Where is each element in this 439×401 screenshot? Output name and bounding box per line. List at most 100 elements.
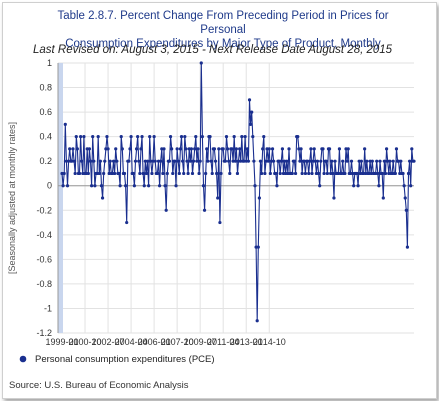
data-point <box>134 147 139 151</box>
data-point <box>159 159 163 163</box>
y-tick-label: 0.8 <box>39 83 52 93</box>
data-point <box>321 147 325 151</box>
data-point <box>91 135 95 139</box>
series-pce <box>60 61 416 323</box>
data-point <box>128 147 132 151</box>
data-point <box>250 110 254 114</box>
data-point <box>290 171 294 176</box>
data-point <box>318 184 322 188</box>
data-point <box>200 135 204 139</box>
data-point <box>120 147 124 151</box>
data-point <box>175 147 179 151</box>
data-point <box>104 147 108 151</box>
data-point <box>171 171 175 176</box>
data-point <box>185 159 189 163</box>
data-point <box>230 147 234 151</box>
x-tick-label: 2014-10 <box>253 337 286 347</box>
data-point <box>119 135 123 139</box>
data-point <box>244 159 248 163</box>
y-tick-label: 0.2 <box>39 156 52 166</box>
data-point <box>122 171 127 176</box>
y-tick-label: 0.6 <box>39 107 52 117</box>
data-point <box>365 159 369 163</box>
data-point <box>165 171 169 176</box>
data-point <box>178 147 183 151</box>
data-point <box>269 159 274 163</box>
data-point <box>253 184 257 188</box>
data-point <box>285 159 289 163</box>
chart-title-line-1: Table 2.8.7. Percent Change From Precedi… <box>57 10 389 36</box>
data-point <box>75 147 79 151</box>
data-point <box>208 135 212 139</box>
data-point <box>388 159 392 163</box>
data-point <box>299 147 303 151</box>
data-point <box>279 159 283 163</box>
data-point <box>249 122 253 126</box>
x-tick-label: 2006-01 <box>138 337 171 347</box>
data-point <box>129 135 133 139</box>
data-point <box>142 184 146 188</box>
data-point <box>287 147 291 151</box>
data-point <box>196 147 200 151</box>
data-point <box>233 159 237 163</box>
data-point <box>118 184 122 188</box>
data-point <box>145 159 150 163</box>
data-point <box>190 171 195 176</box>
data-point <box>217 147 221 151</box>
y-tick-label: 1 <box>47 58 52 68</box>
data-point <box>336 171 340 176</box>
data-point <box>284 171 288 176</box>
data-point <box>84 171 88 176</box>
data-point <box>292 159 297 163</box>
x-tick-label: 1999-01 <box>45 337 78 347</box>
data-point <box>352 184 356 188</box>
data-point <box>79 135 83 139</box>
data-point <box>140 135 144 139</box>
data-point <box>397 159 401 163</box>
data-point <box>102 171 106 176</box>
data-point <box>300 171 304 176</box>
data-point <box>90 184 94 188</box>
data-point <box>215 171 219 176</box>
data-point <box>283 159 287 163</box>
data-point <box>87 147 92 151</box>
data-point <box>325 171 329 176</box>
data-point <box>202 208 207 212</box>
data-point <box>410 147 414 151</box>
data-point <box>382 159 386 163</box>
data-point <box>376 171 380 176</box>
data-point <box>394 147 399 151</box>
data-point <box>168 135 173 139</box>
line-chart: -1.2 -1 -0.8 -0.6 -0.4 -0.2 0 0.2 0.4 0.6 0.8 1 1999… <box>7 58 416 365</box>
data-point <box>393 171 397 176</box>
data-point <box>262 135 266 139</box>
data-point <box>160 147 164 151</box>
data-point <box>232 135 236 139</box>
data-point <box>66 159 71 163</box>
data-point <box>387 171 391 176</box>
data-point <box>303 171 308 176</box>
data-point <box>110 171 115 176</box>
x-tick-label: 2013-01 <box>230 337 263 347</box>
data-point <box>386 159 390 163</box>
data-point <box>399 159 403 163</box>
data-point <box>70 159 74 163</box>
data-point <box>231 159 235 163</box>
data-point <box>259 171 264 176</box>
data-point <box>182 171 186 176</box>
data-point <box>137 159 141 163</box>
data-point <box>404 208 408 212</box>
data-point <box>111 159 116 163</box>
data-point <box>147 184 151 188</box>
data-point <box>369 171 373 176</box>
data-point <box>141 171 145 176</box>
data-point <box>219 171 223 176</box>
data-point <box>296 135 300 139</box>
data-point <box>308 159 312 163</box>
data-point <box>368 159 372 163</box>
data-point <box>275 184 279 188</box>
data-point <box>258 159 263 163</box>
y-tick-label: 0 <box>47 181 52 191</box>
data-point <box>337 147 342 151</box>
y-tick-label: -1.2 <box>36 328 52 338</box>
